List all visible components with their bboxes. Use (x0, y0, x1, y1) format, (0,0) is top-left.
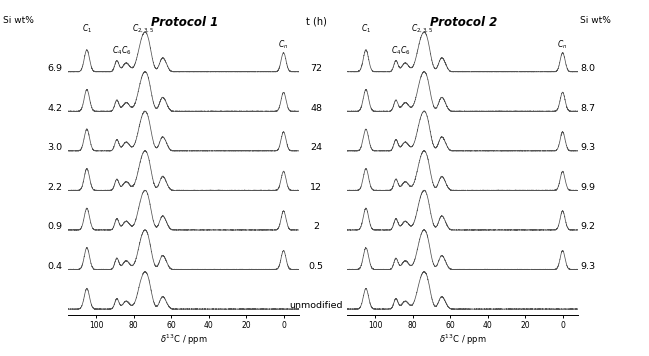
Text: Protocol 2: Protocol 2 (430, 16, 498, 29)
Text: $C_{2,3,5}$: $C_{2,3,5}$ (411, 23, 434, 35)
Text: 0.9: 0.9 (47, 222, 62, 231)
Text: $C_4$: $C_4$ (391, 44, 401, 57)
X-axis label: $\delta^{13}$C / ppm: $\delta^{13}$C / ppm (439, 333, 486, 347)
Text: 3.0: 3.0 (47, 143, 62, 152)
Text: $C_6$: $C_6$ (121, 44, 132, 57)
Text: 9.3: 9.3 (581, 143, 596, 152)
Text: 9.3: 9.3 (581, 262, 596, 271)
Text: $C_n$: $C_n$ (278, 39, 289, 51)
Text: Protocol 1: Protocol 1 (151, 16, 219, 29)
Text: 24: 24 (310, 143, 322, 152)
Text: 8.0: 8.0 (581, 64, 596, 73)
Text: 0.4: 0.4 (47, 262, 62, 271)
Text: 12: 12 (310, 183, 322, 192)
Text: 4.2: 4.2 (47, 104, 62, 113)
X-axis label: $\delta^{13}$C / ppm: $\delta^{13}$C / ppm (160, 333, 207, 347)
Text: $C_{2,3,5}$: $C_{2,3,5}$ (132, 23, 154, 35)
Text: 9.9: 9.9 (581, 183, 596, 192)
Text: unmodified: unmodified (289, 302, 343, 310)
Text: 6.9: 6.9 (47, 64, 62, 73)
Text: Si wt%: Si wt% (580, 16, 611, 25)
Text: $C_1$: $C_1$ (82, 23, 92, 35)
Text: 9.2: 9.2 (581, 222, 596, 231)
Text: 2.2: 2.2 (47, 183, 62, 192)
Text: $C_1$: $C_1$ (361, 23, 371, 35)
Text: 8.7: 8.7 (581, 104, 596, 113)
Text: 0.5: 0.5 (308, 262, 324, 271)
Text: Si wt%: Si wt% (3, 16, 34, 25)
Text: $C_6$: $C_6$ (400, 44, 411, 57)
Text: $C_4$: $C_4$ (112, 44, 122, 57)
Text: $C_n$: $C_n$ (557, 39, 568, 51)
Text: 72: 72 (310, 64, 322, 73)
Text: t (h): t (h) (306, 16, 326, 26)
Text: 2: 2 (313, 222, 319, 231)
Text: 48: 48 (310, 104, 322, 113)
